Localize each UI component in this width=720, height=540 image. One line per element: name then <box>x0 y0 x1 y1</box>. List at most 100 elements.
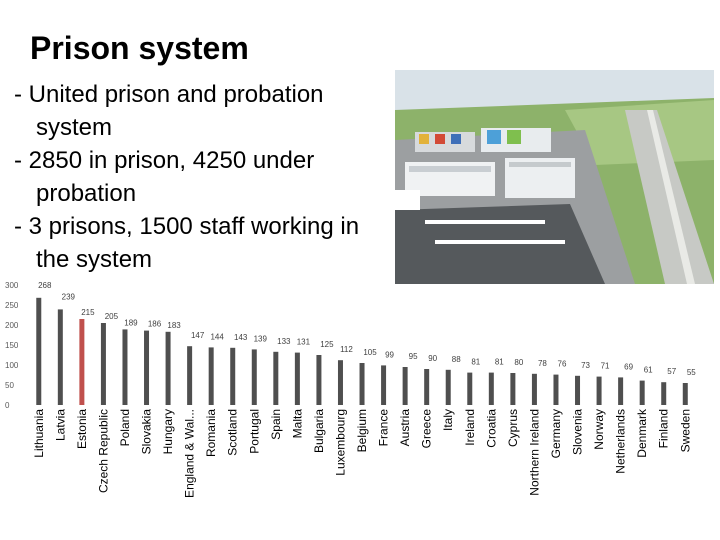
bar-norway <box>596 376 602 405</box>
category-label: Luxembourg <box>333 409 347 476</box>
bar-denmark <box>639 380 645 405</box>
category-label: Romania <box>204 409 218 457</box>
category-label: Bulgaria <box>312 409 326 453</box>
category-label: Finland <box>657 409 671 448</box>
category-label: Sweden <box>678 409 692 452</box>
data-label: 73 <box>581 361 590 370</box>
data-label: 147 <box>191 331 205 340</box>
bar-slovakia <box>144 330 150 405</box>
bar-hungary <box>165 331 171 405</box>
bar-austria <box>402 367 408 405</box>
y-tick-label: 300 <box>5 281 19 290</box>
category-label: Poland <box>118 409 132 446</box>
category-label: Croatia <box>484 409 498 448</box>
category-label: Germany <box>549 409 563 458</box>
category-label: Northern Ireland <box>527 409 541 496</box>
bar-malta <box>294 352 300 405</box>
data-label: 125 <box>320 340 334 349</box>
category-label: Austria <box>398 409 412 447</box>
category-label: England & Wal... <box>183 409 197 498</box>
data-label: 189 <box>124 318 138 327</box>
bullet-item: - United prison and probation system <box>14 81 324 141</box>
bar-bulgaria <box>316 355 322 405</box>
bar-italy <box>445 369 451 405</box>
bar-slovenia <box>575 375 581 405</box>
data-label: 99 <box>385 350 394 359</box>
category-label: Ireland <box>463 409 477 446</box>
category-label: Greece <box>420 409 434 449</box>
bar-poland <box>122 329 128 405</box>
data-label: 139 <box>254 334 268 343</box>
bar-portugal <box>251 349 257 405</box>
bar-latvia <box>57 309 63 405</box>
bar-france <box>381 365 387 405</box>
category-label: France <box>377 409 391 447</box>
y-tick-label: 100 <box>5 361 19 370</box>
bar-croatia <box>488 372 494 405</box>
bar-finland <box>661 382 667 405</box>
data-label: 112 <box>340 345 353 354</box>
bar-romania <box>208 347 214 405</box>
bar-lithuania <box>36 297 42 405</box>
category-label: Cyprus <box>506 409 520 447</box>
category-label: Belgium <box>355 409 369 452</box>
category-label: Netherlands <box>614 409 628 474</box>
category-label: Czech Republic <box>96 409 110 493</box>
data-label: 205 <box>105 312 119 321</box>
bar-belgium <box>359 363 365 405</box>
y-tick-label: 250 <box>5 301 19 310</box>
bullet-item: - 3 prisons, 1500 staff working in the s… <box>14 213 360 273</box>
category-label: Lithuania <box>32 409 46 458</box>
category-label: Hungary <box>161 409 175 454</box>
bar-netherlands <box>618 377 624 405</box>
prison-population-chart: 0 50 100 150 200 250 300 268 Lithuania 239 Latvia 2… <box>5 281 696 498</box>
data-label: 78 <box>538 359 547 368</box>
bar-ireland <box>467 372 473 405</box>
bar-sweden <box>682 383 688 405</box>
bullet-item: - 2850 in prison, 4250 under probation <box>14 147 315 207</box>
data-label: 215 <box>81 308 95 317</box>
data-label: 105 <box>363 348 377 357</box>
data-label: 186 <box>148 320 162 329</box>
data-label: 57 <box>667 367 676 376</box>
data-label: 90 <box>428 354 437 363</box>
category-label: Denmark <box>635 408 649 458</box>
data-label: 133 <box>277 337 291 346</box>
category-label: Norway <box>592 409 606 450</box>
category-label: Portugal <box>247 409 261 454</box>
slide-title: Prison system <box>30 30 249 66</box>
y-tick-label: 50 <box>5 381 14 390</box>
bar-germany <box>553 374 559 405</box>
data-label: 183 <box>167 321 181 330</box>
bar-cyprus <box>510 373 516 405</box>
category-label: Italy <box>441 409 455 431</box>
data-label: 239 <box>62 292 76 301</box>
bar-czech-republic <box>100 323 106 405</box>
bar-northern-ireland <box>531 373 537 405</box>
y-tick-label: 200 <box>5 321 19 330</box>
y-tick-label: 0 <box>5 401 10 410</box>
bar-spain <box>273 351 279 405</box>
category-label: Scotland <box>226 409 240 456</box>
prison-aerial-photo <box>395 70 714 284</box>
category-label: Spain <box>269 409 283 440</box>
data-label: 144 <box>210 332 224 341</box>
bar-scotland <box>230 347 236 405</box>
category-label: Malta <box>290 409 304 439</box>
data-label: 71 <box>601 362 610 371</box>
category-label: Estonia <box>75 409 89 449</box>
data-label: 81 <box>471 358 480 367</box>
y-tick-label: 150 <box>5 341 19 350</box>
data-label: 95 <box>409 352 418 361</box>
data-label: 143 <box>234 333 248 342</box>
category-label: Slovakia <box>140 409 154 455</box>
data-label: 61 <box>644 366 653 375</box>
bullet-list: - United prison and probation system - 2… <box>14 78 399 276</box>
data-label: 69 <box>624 362 633 371</box>
bar-england-wal <box>187 346 193 405</box>
category-label: Latvia <box>53 409 67 441</box>
data-label: 80 <box>514 358 523 367</box>
data-label: 268 <box>38 281 52 290</box>
bar-greece <box>424 369 430 405</box>
data-label: 81 <box>495 358 504 367</box>
